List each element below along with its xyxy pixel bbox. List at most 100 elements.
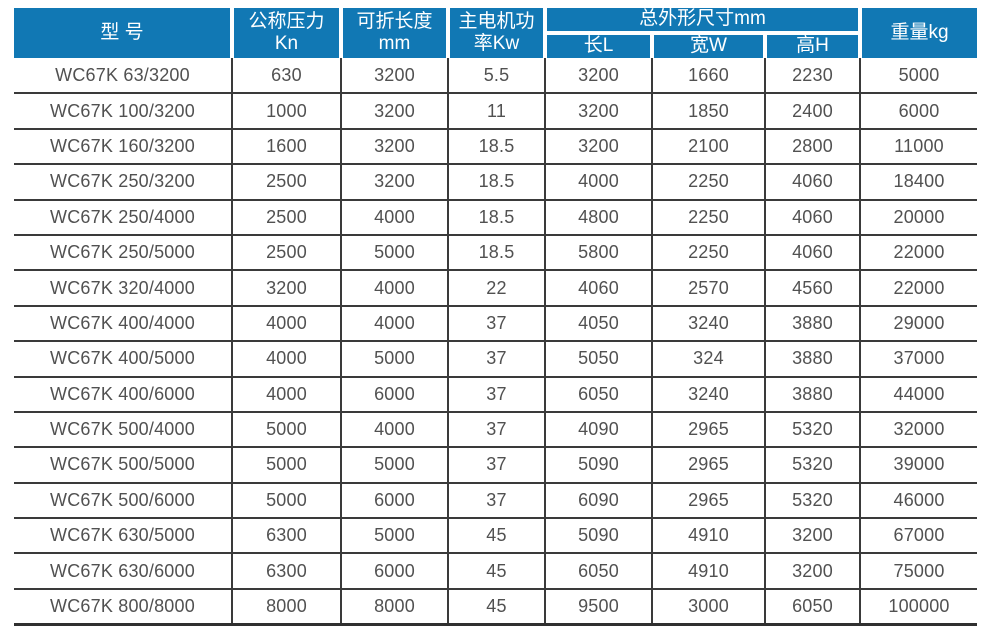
header-dim-length: 长L bbox=[545, 33, 654, 58]
table-row: WC67K 630/5000 6300 5000 45 5090 4910 32… bbox=[14, 517, 978, 555]
cell-nominal-pressure: 2500 bbox=[231, 163, 342, 201]
cell-nominal-pressure: 5000 bbox=[231, 481, 342, 520]
cell-weight: 20000 bbox=[859, 198, 978, 236]
cell-model: WC67K 500/4000 bbox=[14, 410, 233, 449]
table-header: 型 号 公称压力 Kn 可折长度 mm 主电机功 率Kw 总外形尺寸mm 重量k… bbox=[14, 8, 978, 58]
cell-weight: 5000 bbox=[859, 58, 978, 95]
cell-weight: 75000 bbox=[859, 552, 978, 590]
cell-nominal-pressure: 2500 bbox=[231, 198, 342, 236]
cell-dim-length: 6090 bbox=[544, 481, 653, 520]
cell-motor-power: 11 bbox=[447, 92, 546, 130]
table-row: WC67K 320/4000 3200 4000 22 4060 2570 45… bbox=[14, 269, 978, 307]
cell-nominal-pressure: 6300 bbox=[231, 552, 342, 590]
table-row: WC67K 500/5000 5000 5000 37 5090 2965 53… bbox=[14, 446, 978, 484]
cell-weight: 18400 bbox=[859, 163, 978, 201]
cell-dim-height: 3200 bbox=[763, 552, 862, 590]
cell-dim-length: 3200 bbox=[544, 58, 653, 95]
cell-nominal-pressure: 2500 bbox=[231, 233, 342, 272]
cell-dim-length: 6050 bbox=[544, 552, 653, 590]
cell-motor-power: 5.5 bbox=[447, 58, 546, 95]
cell-fold-length: 4000 bbox=[340, 304, 449, 343]
cell-dim-length: 4090 bbox=[544, 410, 653, 449]
cell-fold-length: 6000 bbox=[340, 375, 449, 413]
cell-motor-power: 37 bbox=[447, 446, 546, 484]
cell-weight: 44000 bbox=[859, 375, 978, 413]
cell-dim-height: 4060 bbox=[763, 233, 862, 272]
cell-model: WC67K 63/3200 bbox=[14, 58, 233, 95]
cell-model: WC67K 500/5000 bbox=[14, 446, 233, 484]
cell-dim-width: 3240 bbox=[651, 375, 766, 413]
cell-nominal-pressure: 4000 bbox=[231, 340, 342, 378]
cell-weight: 6000 bbox=[859, 92, 978, 130]
cell-dim-height: 3200 bbox=[763, 517, 862, 555]
spec-table: 型 号 公称压力 Kn 可折长度 mm 主电机功 率Kw 总外形尺寸mm 重量k… bbox=[14, 8, 978, 626]
cell-fold-length: 3200 bbox=[340, 127, 449, 166]
cell-dim-width: 324 bbox=[651, 340, 766, 378]
header-dim-height: 高H bbox=[765, 33, 863, 58]
cell-dim-width: 1850 bbox=[651, 92, 766, 130]
table-row: WC67K 400/6000 4000 6000 37 6050 3240 38… bbox=[14, 375, 978, 413]
cell-dim-height: 4560 bbox=[763, 269, 862, 307]
table-row: WC67K 500/4000 5000 4000 37 4090 2965 53… bbox=[14, 410, 978, 449]
cell-model: WC67K 630/5000 bbox=[14, 517, 233, 555]
cell-dim-width: 3000 bbox=[651, 587, 766, 626]
cell-dim-height: 3880 bbox=[763, 304, 862, 343]
table-row: WC67K 100/3200 1000 3200 11 3200 1850 24… bbox=[14, 92, 978, 130]
cell-dim-width: 2965 bbox=[651, 446, 766, 484]
cell-motor-power: 37 bbox=[447, 481, 546, 520]
cell-model: WC67K 630/6000 bbox=[14, 552, 233, 590]
cell-nominal-pressure: 1600 bbox=[231, 127, 342, 166]
cell-motor-power: 18.5 bbox=[447, 198, 546, 236]
cell-dim-width: 2100 bbox=[651, 127, 766, 166]
cell-model: WC67K 250/5000 bbox=[14, 233, 233, 272]
cell-weight: 46000 bbox=[859, 481, 978, 520]
cell-weight: 29000 bbox=[859, 304, 978, 343]
cell-model: WC67K 250/4000 bbox=[14, 198, 233, 236]
header-motor-power: 主电机功 率Kw bbox=[448, 8, 547, 58]
cell-dim-length: 5050 bbox=[544, 340, 653, 378]
cell-nominal-pressure: 4000 bbox=[231, 304, 342, 343]
cell-model: WC67K 400/4000 bbox=[14, 304, 233, 343]
header-model: 型 号 bbox=[14, 8, 234, 58]
cell-dim-length: 6050 bbox=[544, 375, 653, 413]
cell-motor-power: 22 bbox=[447, 269, 546, 307]
cell-weight: 39000 bbox=[859, 446, 978, 484]
cell-motor-power: 45 bbox=[447, 552, 546, 590]
cell-nominal-pressure: 1000 bbox=[231, 92, 342, 130]
cell-nominal-pressure: 4000 bbox=[231, 375, 342, 413]
cell-dim-length: 4000 bbox=[544, 163, 653, 201]
cell-model: WC67K 500/6000 bbox=[14, 481, 233, 520]
table-row: WC67K 630/6000 6300 6000 45 6050 4910 32… bbox=[14, 552, 978, 590]
cell-nominal-pressure: 3200 bbox=[231, 269, 342, 307]
table-row: WC67K 400/4000 4000 4000 37 4050 3240 38… bbox=[14, 304, 978, 343]
cell-dim-height: 6050 bbox=[763, 587, 862, 626]
cell-motor-power: 37 bbox=[447, 410, 546, 449]
cell-model: WC67K 800/8000 bbox=[14, 587, 233, 626]
cell-weight: 22000 bbox=[859, 269, 978, 307]
cell-fold-length: 3200 bbox=[340, 92, 449, 130]
cell-weight: 32000 bbox=[859, 410, 978, 449]
cell-motor-power: 45 bbox=[447, 517, 546, 555]
cell-dim-length: 4050 bbox=[544, 304, 653, 343]
cell-fold-length: 4000 bbox=[340, 269, 449, 307]
cell-motor-power: 18.5 bbox=[447, 233, 546, 272]
cell-weight: 11000 bbox=[859, 127, 978, 166]
table-row: WC67K 250/4000 2500 4000 18.5 4800 2250 … bbox=[14, 198, 978, 236]
cell-dim-length: 4800 bbox=[544, 198, 653, 236]
cell-dim-width: 1660 bbox=[651, 58, 766, 95]
cell-dim-height: 4060 bbox=[763, 198, 862, 236]
header-dim-width: 宽W bbox=[652, 33, 767, 58]
cell-motor-power: 37 bbox=[447, 304, 546, 343]
table-row: WC67K 400/5000 4000 5000 37 5050 324 388… bbox=[14, 340, 978, 378]
cell-fold-length: 5000 bbox=[340, 517, 449, 555]
cell-weight: 37000 bbox=[859, 340, 978, 378]
table-row: WC67K 500/6000 5000 6000 37 6090 2965 53… bbox=[14, 481, 978, 520]
cell-model: WC67K 400/5000 bbox=[14, 340, 233, 378]
cell-fold-length: 6000 bbox=[340, 552, 449, 590]
cell-dim-height: 3880 bbox=[763, 375, 862, 413]
header-row-top: 型 号 公称压力 Kn 可折长度 mm 主电机功 率Kw 总外形尺寸mm 重量k… bbox=[14, 8, 978, 58]
cell-dim-length: 9500 bbox=[544, 587, 653, 626]
cell-dim-length: 4060 bbox=[544, 269, 653, 307]
cell-weight: 67000 bbox=[859, 517, 978, 555]
cell-dim-width: 2250 bbox=[651, 163, 766, 201]
